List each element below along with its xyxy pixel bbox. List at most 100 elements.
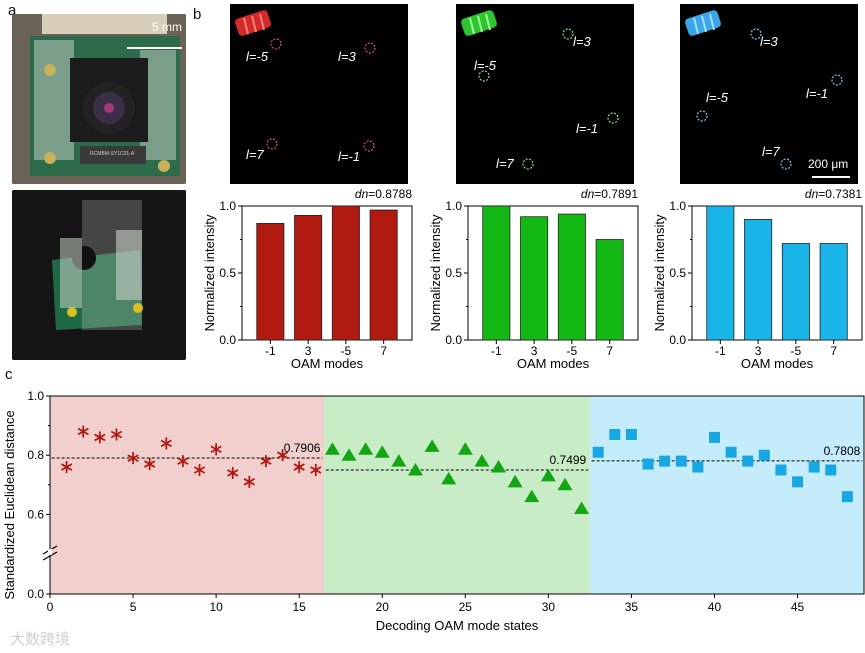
y-tick-label: 0.8 [27, 448, 44, 462]
point-asterisk [94, 431, 106, 444]
x-tick-label: -1 [715, 344, 726, 358]
oam-label: l=-1 [338, 149, 361, 164]
x-tick-label: 7 [606, 344, 613, 358]
point-triangle [424, 439, 440, 452]
micrograph-red: l=-5 l=3 l=7 l=-1 [230, 4, 408, 184]
point-asterisk [227, 466, 239, 479]
y-tick-label: 0.5 [669, 266, 686, 280]
micrograph-green: l=3 l=-5 l=-1 l=7 [456, 4, 634, 184]
point-square [625, 428, 637, 440]
point-square [659, 455, 671, 467]
x-tick-label: -5 [341, 344, 352, 358]
bar [819, 243, 848, 341]
x-tick-label: -1 [265, 344, 276, 358]
oam-label: l=-1 [576, 121, 599, 136]
mean-label-red: 0.7906 [284, 441, 321, 455]
oam-label: l=-5 [706, 90, 729, 105]
x-tick-label: 3 [531, 344, 538, 358]
x-tick-label: 45 [791, 600, 805, 614]
point-asterisk [193, 464, 206, 476]
bar [482, 205, 511, 341]
device-photo-top: 5 mm RCMBM-SY1C01-A [12, 14, 186, 184]
region-red [50, 396, 325, 594]
x-tick-label: 15 [293, 600, 307, 614]
bar [595, 239, 624, 341]
micrograph-blue-drawing [685, 10, 850, 178]
oam-label: l=3 [573, 34, 591, 49]
point-asterisk [276, 449, 289, 462]
point-square [642, 458, 654, 470]
bar-chart-title: dn=0.7381 [805, 187, 862, 201]
point-triangle [574, 501, 590, 514]
device-photo-top-drawing [12, 14, 186, 184]
x-tick-label: 10 [209, 600, 223, 614]
point-triangle [324, 442, 340, 455]
x-axis-label: OAM modes [741, 356, 814, 371]
point-asterisk [243, 475, 255, 488]
x-tick-label: 35 [625, 600, 639, 614]
fiber-green-icon [461, 10, 497, 36]
oam-label: l=-5 [246, 49, 269, 64]
point-asterisk [310, 464, 322, 476]
x-tick-label: 20 [376, 600, 390, 614]
point-triangle [540, 468, 556, 482]
x-tick-label: 7 [380, 344, 387, 358]
panel-label-c: c [5, 366, 13, 383]
point-square [841, 491, 853, 503]
point-triangle [391, 454, 407, 467]
y-axis-label: Standardized Euclidean distance [2, 410, 17, 599]
x-tick-label: 7 [830, 344, 837, 358]
plot-frame [49, 395, 865, 595]
region-blue [589, 396, 864, 594]
scatter-chart: 0.0 0.6 0.8 1.0 0 5 10 15 20 25 30 35 40 45 Decoding O… [2, 389, 865, 633]
x-tick-label: 0 [47, 600, 54, 614]
x-tick-label: 30 [542, 600, 556, 614]
point-square [792, 476, 804, 488]
bar [294, 214, 323, 341]
axis-break-mark [42, 551, 58, 561]
point-triangle [557, 477, 573, 491]
bar [520, 216, 549, 341]
y-tick-label: 0.6 [27, 507, 44, 521]
point-square [692, 461, 704, 473]
device-photo-bottom [12, 190, 186, 360]
point-triangle [507, 474, 523, 488]
watermark: 大数跨境 [10, 631, 71, 648]
x-axis-label: OAM modes [291, 356, 364, 371]
x-tick-label: 3 [755, 344, 762, 358]
y-axis-label: Normalized intensity [652, 214, 667, 332]
x-tick-label: 3 [305, 344, 312, 358]
y-tick-label: 1.0 [445, 199, 462, 213]
device-photo-bottom-drawing [12, 190, 186, 360]
y-tick-label: 0.5 [445, 266, 462, 280]
micrograph-green-drawing [461, 10, 619, 170]
point-square [708, 431, 720, 443]
point-square [609, 428, 621, 440]
bar [781, 243, 810, 341]
point-triangle [341, 448, 357, 461]
point-square [592, 446, 604, 458]
point-square [775, 464, 787, 476]
x-tick-label: 5 [130, 600, 137, 614]
oam-label: l=-5 [474, 58, 497, 73]
y-axis-label: Normalized intensity [202, 214, 217, 332]
panel-label-b: b [193, 6, 202, 23]
point-asterisk [210, 443, 222, 456]
point-square [808, 461, 820, 473]
point-triangle [457, 442, 473, 455]
bar-chart-red: dn=0.8788 0.0 0.5 1.0 -1 3 -5 7 OAM modes Normali… [202, 187, 413, 371]
chip-label: RCMBM-SY1C01-A [90, 151, 135, 157]
y-tick-label: 0.0 [219, 333, 236, 347]
point-asterisk [144, 458, 156, 471]
oam-label: l=3 [338, 49, 356, 64]
point-triangle [524, 489, 540, 503]
point-asterisk [60, 461, 73, 474]
bar-chart-blue: dn=0.7381 0.0 0.5 1.0 -1 3 -5 7 OAM modes Normali… [652, 187, 863, 371]
point-triangle [441, 471, 457, 485]
y-tick-label: 0.0 [669, 333, 686, 347]
y-tick-label: 1.0 [669, 199, 686, 213]
oam-label: l=7 [246, 147, 264, 162]
x-tick-label: 40 [708, 600, 722, 614]
bar-chart-green: dn=0.7891 0.0 0.5 1.0 -1 3 -5 7 OAM modes Normali… [428, 187, 639, 371]
y-tick-label: 0.5 [219, 266, 236, 280]
